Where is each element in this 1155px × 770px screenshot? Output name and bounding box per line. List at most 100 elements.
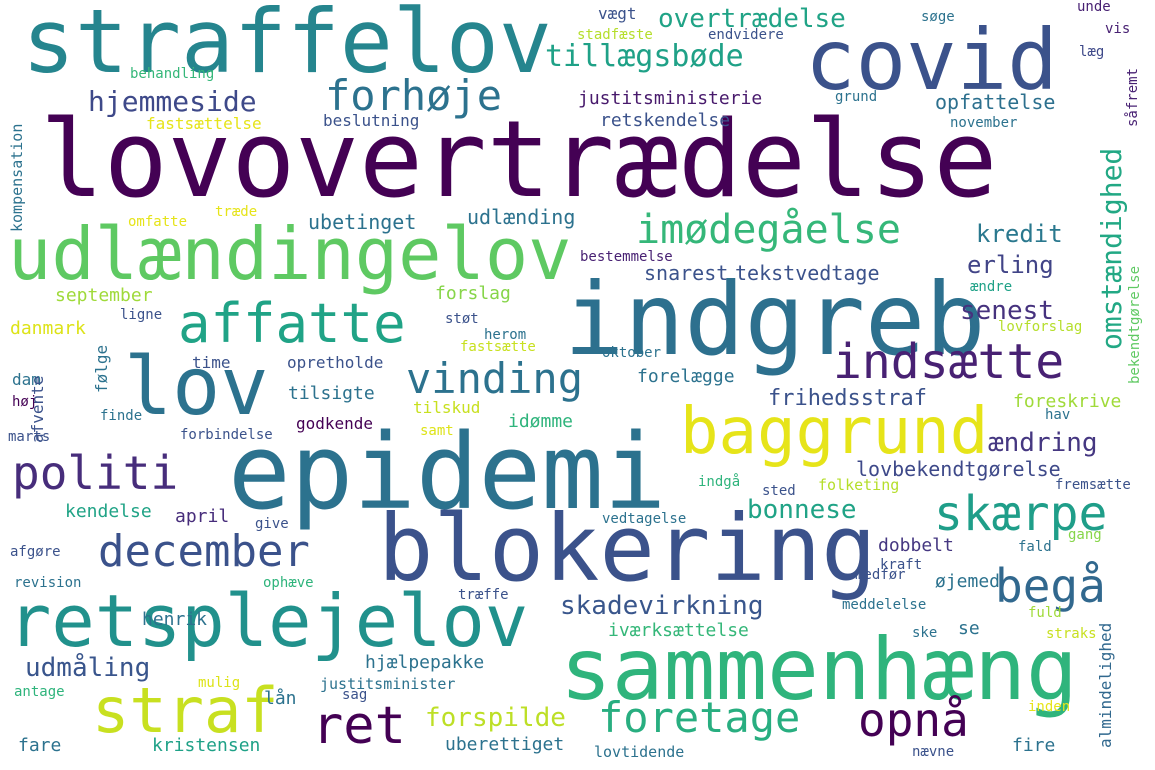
word-hjælpepakke: hjælpepakke: [365, 652, 485, 673]
word-baggrund: baggrund: [680, 395, 989, 469]
word-justitsminister: justitsminister: [320, 675, 456, 693]
word-inden: inden: [1028, 699, 1071, 715]
word-tillægsbøde: tillægsbøde: [545, 39, 744, 74]
word-stadfæste: stadfæste: [577, 27, 653, 43]
word-sted: sted: [762, 483, 796, 499]
word-kraft: kraft: [880, 557, 923, 573]
word-antage: antage: [14, 684, 65, 700]
word-kristensen: kristensen: [152, 735, 261, 756]
word-tilsigte: tilsigte: [288, 383, 375, 404]
word-øjemed: øjemed: [935, 571, 1001, 592]
word-vedtagelse: vedtagelse: [602, 511, 687, 527]
word-ske: ske: [912, 625, 938, 641]
word-straf: straf: [92, 674, 279, 747]
word-blokering: blokering: [378, 495, 877, 602]
word-ændre: ændre: [970, 279, 1013, 295]
word-skadevirkning: skadevirkning: [560, 591, 764, 621]
word-straffelov: straffelov: [22, 0, 552, 93]
word-dobbelt: dobbelt: [878, 535, 954, 556]
word-fastsættelse: fastsættelse: [146, 114, 262, 133]
word-sag: sag: [342, 687, 368, 703]
word-udlænding: udlænding: [467, 205, 576, 229]
word-ligne: ligne: [120, 307, 163, 323]
word-udlændingelov: udlændingelov: [8, 212, 572, 296]
word-hav: hav: [1045, 407, 1071, 423]
word-fremsætte: fremsætte: [1055, 477, 1131, 493]
word-bestemmelse: bestemmelse: [580, 249, 673, 265]
word-covid: covid: [805, 11, 1058, 109]
word-kendelse: kendelse: [65, 501, 152, 522]
word-justitsministerie: justitsministerie: [578, 88, 763, 109]
word-træde: træde: [215, 204, 258, 220]
word-nævne: nævne: [912, 744, 955, 760]
word-forhøje: forhøje: [325, 71, 503, 120]
word-afgøre: afgøre: [10, 544, 61, 560]
word-indsætte: indsætte: [833, 334, 1065, 390]
word-omfatte: omfatte: [128, 214, 188, 230]
word-opnå: opnå: [858, 693, 969, 747]
word-indgreb: indgreb: [564, 261, 986, 378]
word-imødegåelse: imødegåelse: [636, 207, 901, 253]
word-retskendelse: retskendelse: [600, 110, 731, 131]
word-bekendtgørelse: bekendtgørelse: [1127, 265, 1143, 384]
word-tekstvedtage: tekstvedtage: [735, 261, 880, 285]
word-straks: straks: [1046, 626, 1097, 642]
word-lån: lån: [264, 688, 297, 709]
word-forelægge: forelægge: [637, 366, 735, 387]
word-september: september: [55, 285, 153, 306]
word-april: april: [175, 506, 230, 527]
word-sammenhæng: sammenhæng: [560, 620, 1078, 720]
word-såfremt: såfremt: [1125, 67, 1141, 127]
word-hjemmeside: hjemmeside: [88, 85, 257, 118]
word-henrik: henrik: [142, 609, 208, 630]
word-vis: vis: [1105, 21, 1131, 37]
word-idømme: idømme: [508, 411, 574, 432]
word-skærpe: skærpe: [934, 486, 1108, 542]
word-forslag: forslag: [435, 283, 511, 304]
word-beslutning: beslutning: [323, 111, 420, 130]
word-se: se: [958, 618, 980, 639]
word-behandling: behandling: [130, 66, 215, 82]
word-iværksættelse: iværksættelse: [608, 620, 749, 641]
word-foreskrive: foreskrive: [1013, 391, 1122, 412]
word-politi: politi: [12, 446, 179, 500]
word-revision: revision: [14, 575, 82, 591]
word-finde: finde: [100, 408, 143, 424]
word-læg: læg: [1079, 44, 1105, 60]
word-give: give: [255, 516, 289, 532]
word-folketing: folketing: [818, 476, 900, 494]
word-vægt: vægt: [598, 4, 637, 23]
word-lovovertrædelse: lovovertrædelse: [40, 98, 998, 221]
word-ubetinget: ubetinget: [308, 210, 417, 234]
word-endvidere: endvidere: [708, 27, 784, 43]
word-overtrædelse: overtrædelse: [658, 4, 846, 34]
word-medfør: medfør: [855, 567, 906, 583]
word-opfattelse: opfattelse: [935, 90, 1056, 114]
word-lovforslag: lovforslag: [998, 319, 1083, 335]
word-december: december: [98, 526, 310, 577]
word-fuld: fuld: [1028, 605, 1062, 621]
word-samt: samt: [420, 423, 454, 439]
word-bonnese: bonnese: [747, 495, 857, 525]
word-begå: begå: [995, 559, 1106, 613]
word-frihedsstraf: frihedsstraf: [768, 386, 927, 411]
word-grund: grund: [835, 89, 878, 105]
word-epidemi: epidemi: [228, 411, 667, 533]
word-marts: marts: [8, 429, 51, 445]
word-udmåling: udmåling: [25, 653, 151, 683]
word-retsplejelov: retsplejelov: [8, 579, 529, 663]
word-snarest: snarest: [644, 261, 729, 285]
word-fald: fald: [1018, 539, 1052, 555]
word-gang: gang: [1068, 527, 1102, 543]
word-indgå: indgå: [698, 474, 741, 490]
word-ophæve: ophæve: [263, 575, 314, 591]
word-søge: søge: [921, 9, 955, 25]
word-almindelighed: almindelighed: [1096, 622, 1115, 748]
word-godkende: godkende: [296, 414, 374, 433]
word-lov: lov: [124, 340, 269, 433]
word-foretage: foretage: [598, 693, 801, 742]
word-ændring: ændring: [988, 428, 1098, 458]
word-fare: fare: [18, 735, 62, 756]
word-november: november: [950, 115, 1018, 131]
